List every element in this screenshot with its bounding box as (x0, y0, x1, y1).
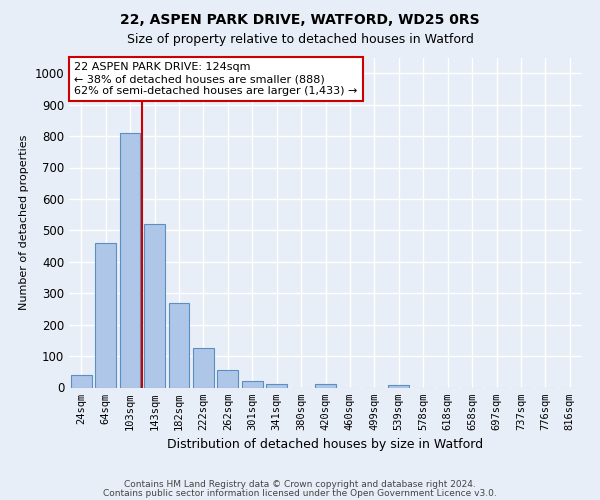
Bar (144, 224, 165, 388)
Bar (217, 370, 238, 388)
Y-axis label: Number of detached properties: Number of detached properties (19, 135, 29, 310)
Bar (193, 348, 214, 388)
Bar (169, 302, 190, 388)
Text: 22 ASPEN PARK DRIVE: 124sqm
← 38% of detached houses are smaller (888)
62% of se: 22 ASPEN PARK DRIVE: 124sqm ← 38% of det… (74, 62, 358, 96)
Bar (388, 385, 409, 388)
Bar (71, 375, 92, 388)
Text: Contains HM Land Registry data © Crown copyright and database right 2024.: Contains HM Land Registry data © Crown c… (124, 480, 476, 489)
Bar (119, 133, 140, 388)
Bar (242, 381, 263, 388)
Text: Size of property relative to detached houses in Watford: Size of property relative to detached ho… (127, 32, 473, 46)
Text: Contains public sector information licensed under the Open Government Licence v3: Contains public sector information licen… (103, 489, 497, 498)
X-axis label: Distribution of detached houses by size in Watford: Distribution of detached houses by size … (167, 438, 484, 451)
Bar (266, 384, 287, 388)
Text: 22, ASPEN PARK DRIVE, WATFORD, WD25 0RS: 22, ASPEN PARK DRIVE, WATFORD, WD25 0RS (120, 12, 480, 26)
Bar (315, 384, 336, 388)
Bar (95, 243, 116, 388)
